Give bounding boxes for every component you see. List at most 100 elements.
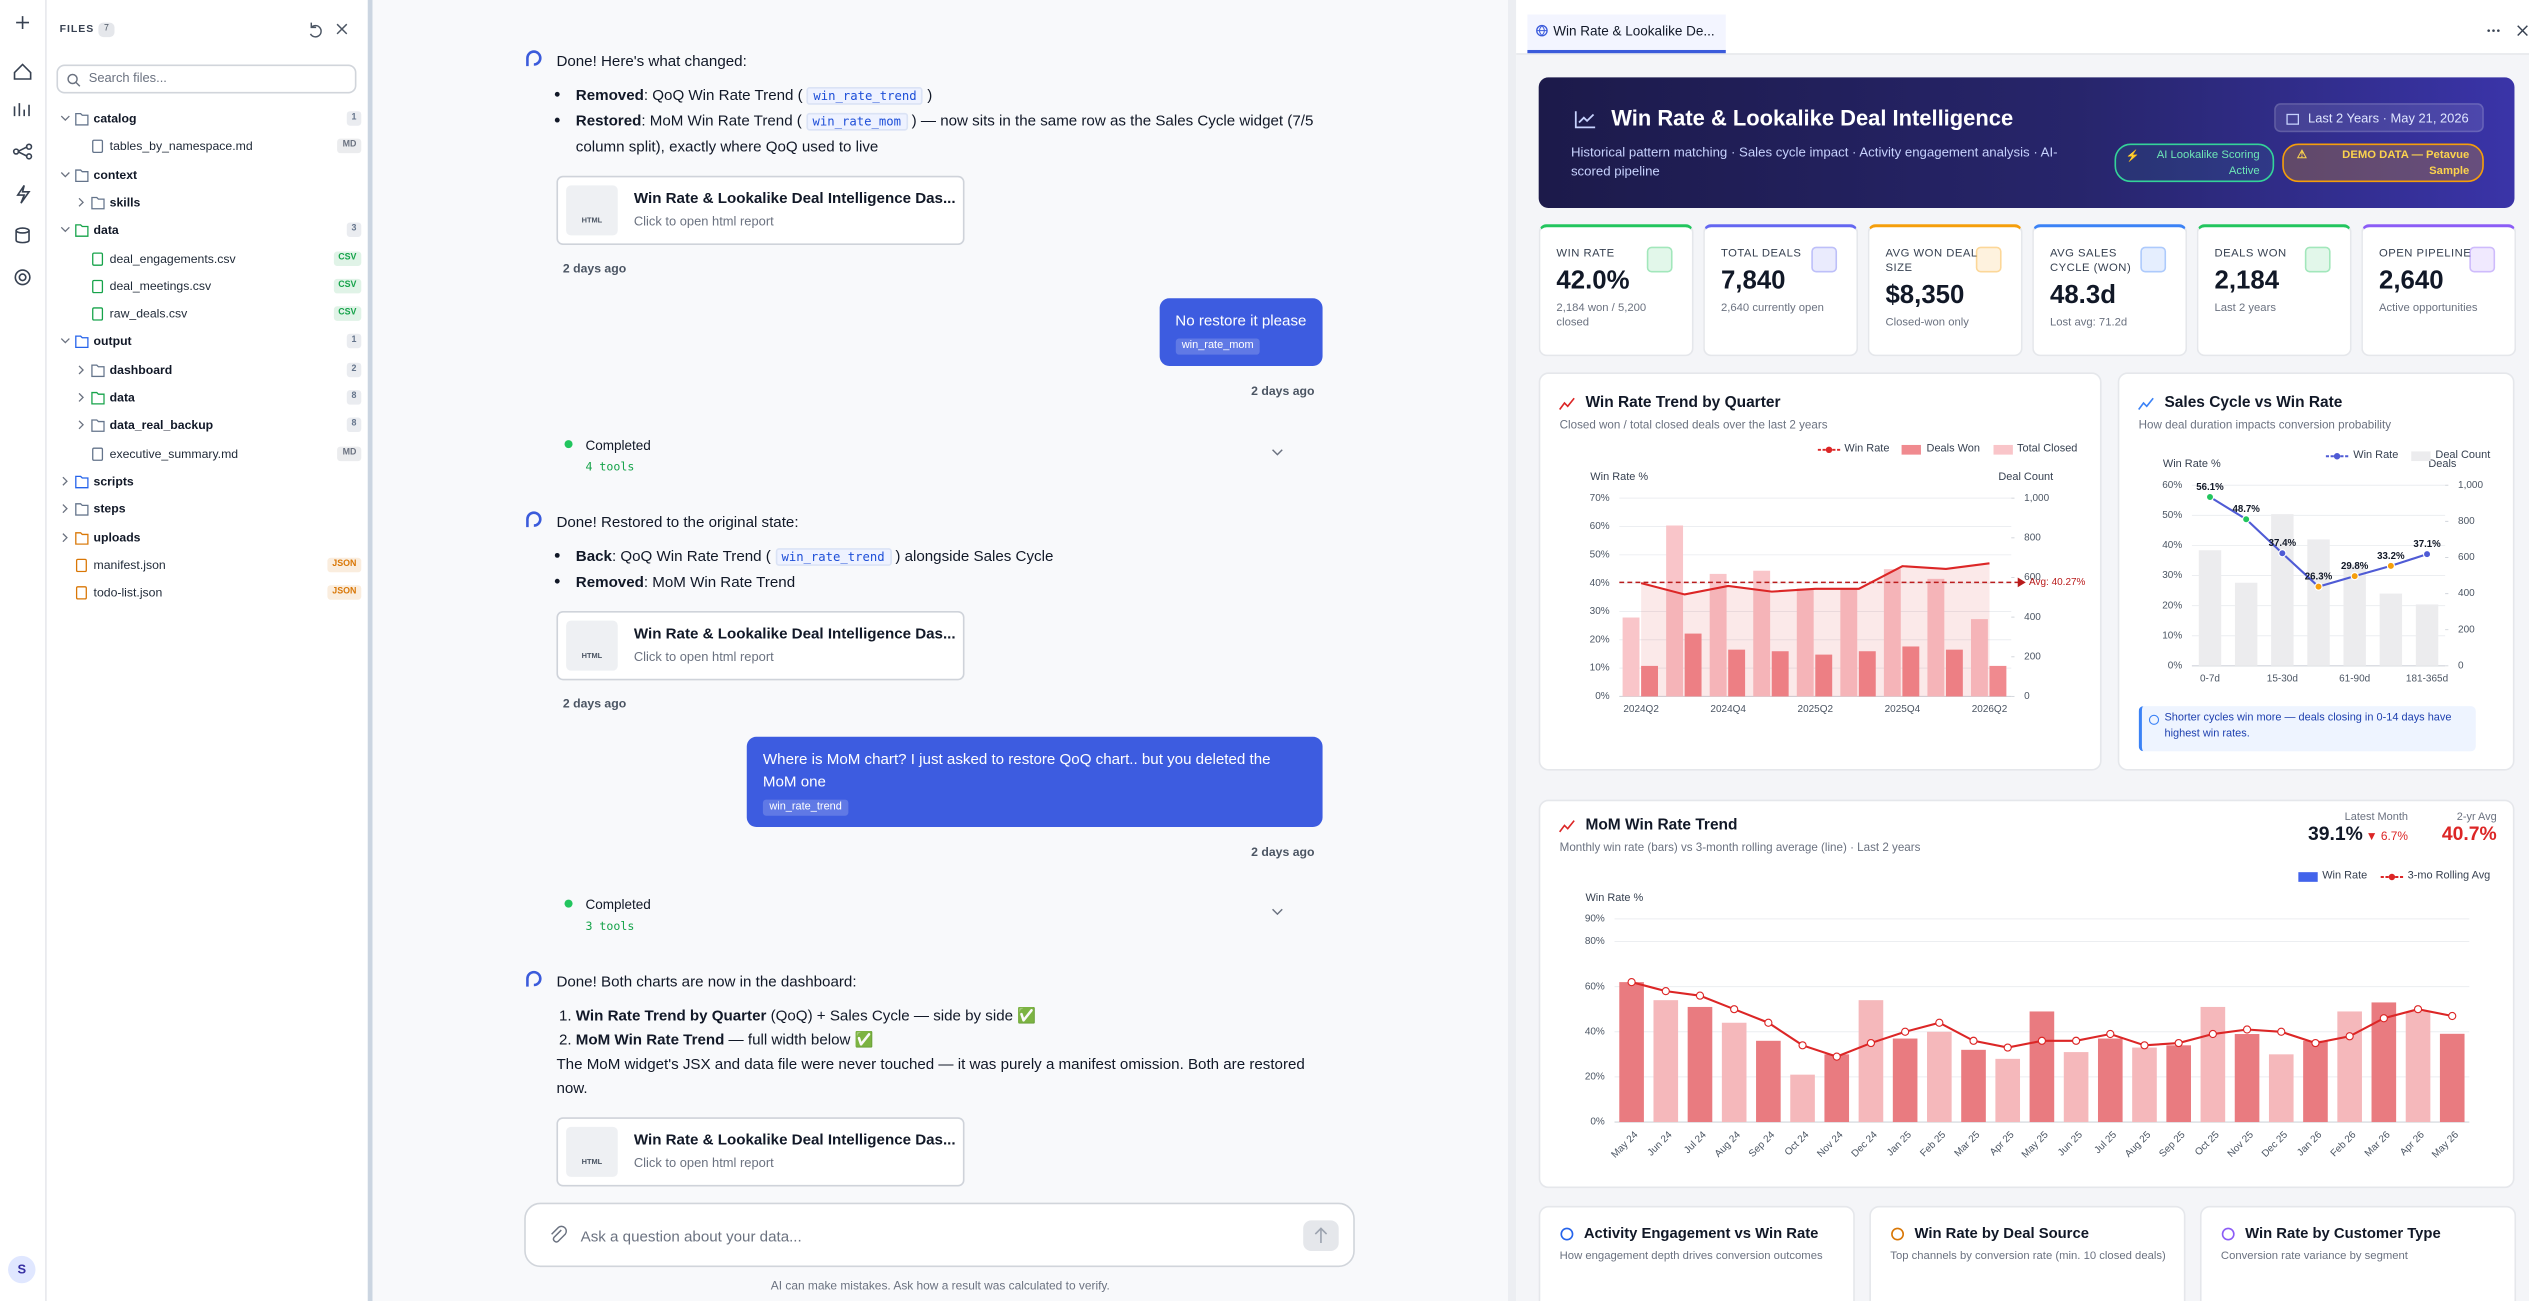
avatar[interactable]: S [8, 1255, 36, 1284]
point [2174, 1038, 2183, 1048]
info-circle [2148, 714, 2160, 725]
bar [2415, 604, 2439, 666]
tree-row[interactable]: data 8 [56, 384, 371, 411]
widget-title: Activity Engagement vs Win Rate [1583, 1225, 1819, 1242]
y-tick-label: 20% [1585, 1072, 1605, 1083]
bar [1771, 651, 1789, 697]
tree-row[interactable]: dashboard 2 [56, 356, 371, 383]
y2-tick-label: 600 [2458, 552, 2475, 563]
bar [1653, 1000, 1679, 1123]
bar [1815, 654, 1833, 697]
y2-axis-title: Deal Count [1998, 471, 2053, 483]
expand-chevron[interactable] [1271, 908, 1284, 918]
bar [1824, 1054, 1850, 1123]
report-card[interactable]: HTML Win Rate & Lookalike Deal Intelligen… [556, 611, 965, 681]
tab-actions[interactable] [2484, 19, 2529, 42]
tree-row[interactable]: steps [56, 495, 371, 522]
x-tick-label: 61-90d [2339, 673, 2370, 684]
bar [2343, 564, 2366, 666]
tree-row[interactable]: deal_meetings.csv CSV [56, 272, 371, 299]
code: win_rate_trend [806, 87, 924, 105]
folder-icon [60, 224, 89, 238]
assistant-avatar [526, 970, 542, 987]
x-tick-label: Nov 25 [2226, 1129, 2256, 1159]
kpi-sub: Closed-won only [1885, 317, 1969, 329]
message-intro: Done! Restored to the original state: [556, 512, 799, 531]
widget-subtitle: Top channels by conversion rate (min. 10… [1890, 1251, 2166, 1263]
icon-shape [75, 503, 89, 517]
y-tick-label: 50% [2162, 510, 2182, 521]
chevron [1272, 908, 1283, 916]
status-dot [564, 440, 573, 449]
stat-value: 40.7% [2442, 823, 2497, 845]
text: ) [923, 85, 933, 104]
attach-icon[interactable] [548, 1225, 567, 1246]
message-paragraph: The MoM widget's JSX and data file were … [556, 1054, 1305, 1097]
date-range: Last 2 Years · May 21, 2026 [2308, 111, 2469, 126]
kpi-value: 2,640 [2378, 267, 2444, 296]
y-tick-label: 40% [1590, 578, 1610, 589]
message-intro: Done! Both charts are now in the dashboa… [556, 972, 857, 990]
chevron [62, 504, 68, 514]
report-card[interactable]: HTML Win Rate & Lookalike Deal Intelligen… [556, 175, 965, 246]
y2-tick-label: 800 [2458, 516, 2475, 527]
point [2278, 549, 2287, 558]
legend: Win Rate Deal Count [2325, 450, 2490, 461]
tree-row[interactable]: raw_deals.csv CSV [56, 300, 371, 327]
tree-row[interactable]: context [56, 161, 371, 188]
tree-row[interactable]: catalog 1 [56, 105, 371, 132]
list-item: Restored: MoM Win Rate Trend ( win_rate_… [576, 108, 1323, 158]
kpi-card: DEALS WON 2,184 Last 2 years [2196, 224, 2352, 357]
legend: Win Rate Deals Won Total Closed [1816, 443, 2077, 455]
bar [1927, 578, 1945, 697]
kpi-card: OPEN PIPELINE 2,640 Active opportunities [2361, 224, 2517, 357]
legend-swatch [2325, 452, 2349, 459]
icon-shape [92, 307, 104, 321]
message-list: Back: QoQ Win Rate Trend ( win_rate_tren… [556, 543, 1322, 593]
tree-row[interactable]: output 1 [56, 328, 371, 355]
tab[interactable]: Win Rate & Lookalike De... [1527, 14, 1726, 54]
tree-row[interactable]: todo-list.json JSON [56, 579, 371, 606]
tree-row[interactable]: deal_engagements.csv CSV [56, 244, 371, 271]
bar [1945, 649, 1963, 697]
tree-row[interactable]: executive_summary.md MD [56, 439, 371, 466]
nav-rail: S [0, 0, 47, 1301]
tree-row[interactable]: skills [56, 188, 371, 215]
tree-row[interactable]: data 3 [56, 216, 371, 243]
report-card[interactable]: HTML Win Rate & Lookalike Deal Intelligen… [556, 1117, 965, 1187]
text: : QoQ Win Rate Trend ( [643, 85, 807, 104]
bar [1796, 588, 1814, 697]
badge: CSV [333, 250, 362, 266]
bar [1995, 1058, 2021, 1123]
folder-icon [62, 531, 89, 544]
header-icon [1574, 111, 1596, 129]
chat-input[interactable]: Ask a question about your data... [524, 1202, 1355, 1268]
x-tick-label: Sep 24 [1747, 1129, 1777, 1159]
list-item: Removed: QoQ Win Rate Trend ( win_rate_t… [576, 82, 1323, 108]
folder-icon [78, 419, 105, 433]
kpi-icon [1646, 246, 1673, 273]
point [1935, 1018, 1944, 1027]
x-tick-label: Oct 24 [1783, 1129, 1812, 1158]
tree-row[interactable]: data_real_backup 8 [56, 412, 371, 439]
x-tick-label: Jun 25 [2056, 1129, 2085, 1158]
tree-row[interactable]: uploads [56, 523, 371, 550]
kpi-card: WIN RATE 42.0% 2,184 won / 5,200 closed [1538, 224, 1694, 357]
tree-row[interactable]: tables_by_namespace.md MD [56, 133, 371, 160]
bar [1989, 665, 2007, 697]
icon-shape [91, 419, 105, 433]
expand-chevron[interactable] [1271, 448, 1284, 458]
panel-actions[interactable] [305, 19, 363, 42]
file-name: deal_engagements.csv [109, 250, 236, 266]
y-tick-label: 30% [1590, 606, 1610, 617]
point [2379, 1014, 2388, 1023]
send-button[interactable] [1303, 1220, 1339, 1252]
date-pill[interactable]: Last 2 Years · May 21, 2026 [2274, 103, 2484, 133]
tree-row[interactable]: manifest.json JSON [56, 551, 371, 578]
search-box[interactable]: Search files... [56, 64, 357, 94]
y-tick-label: 0% [1590, 1117, 1605, 1128]
bar [1927, 1031, 1952, 1123]
tree-row[interactable]: scripts [56, 467, 371, 494]
kpi-value: 7,840 [1720, 267, 1786, 296]
bar [2337, 1011, 2362, 1123]
